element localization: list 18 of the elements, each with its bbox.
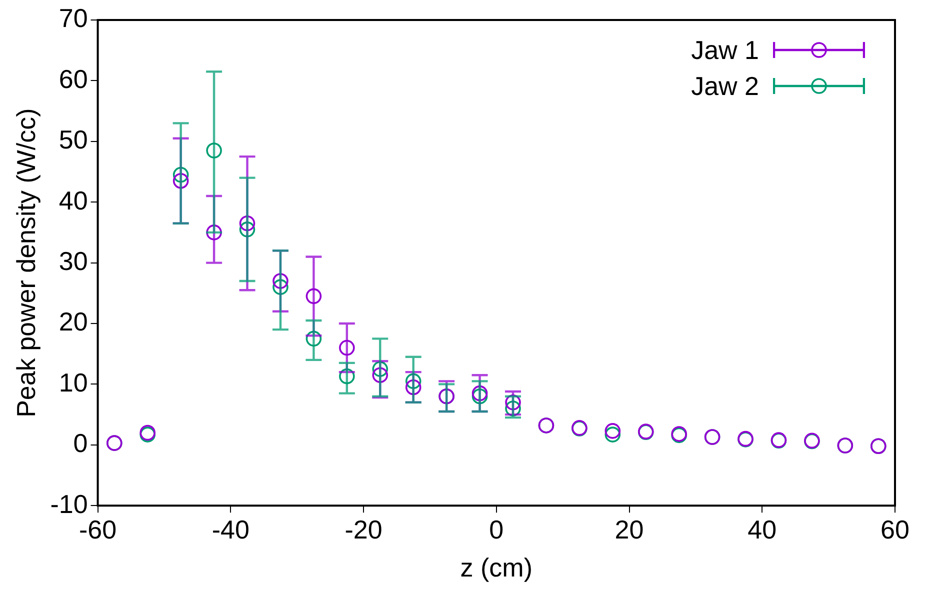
x-tick-label: -20 [344, 514, 382, 544]
y-tick-label: 30 [58, 246, 88, 276]
y-tick-label: 20 [58, 306, 88, 337]
y-tick-label: 50 [58, 124, 88, 155]
x-axis-title: z (cm) [460, 552, 532, 583]
y-tick-label: 60 [58, 64, 88, 94]
x-tick-label: 40 [748, 514, 777, 544]
y-tick-label: 70 [58, 3, 88, 34]
legend-label: Jaw 1 [691, 34, 759, 66]
legend-label: Jaw 2 [691, 70, 759, 102]
y-tick-label: 40 [58, 185, 88, 216]
y-axis-title: Peak power density (W/cc) [10, 108, 41, 418]
y-tick-label: 0 [73, 428, 88, 458]
x-tick-label: 0 [489, 514, 504, 544]
y-tick-label: 10 [58, 367, 88, 398]
x-tick-label: 20 [614, 514, 644, 544]
x-tick-label: 60 [880, 514, 910, 544]
x-tick-label: -40 [212, 514, 250, 544]
